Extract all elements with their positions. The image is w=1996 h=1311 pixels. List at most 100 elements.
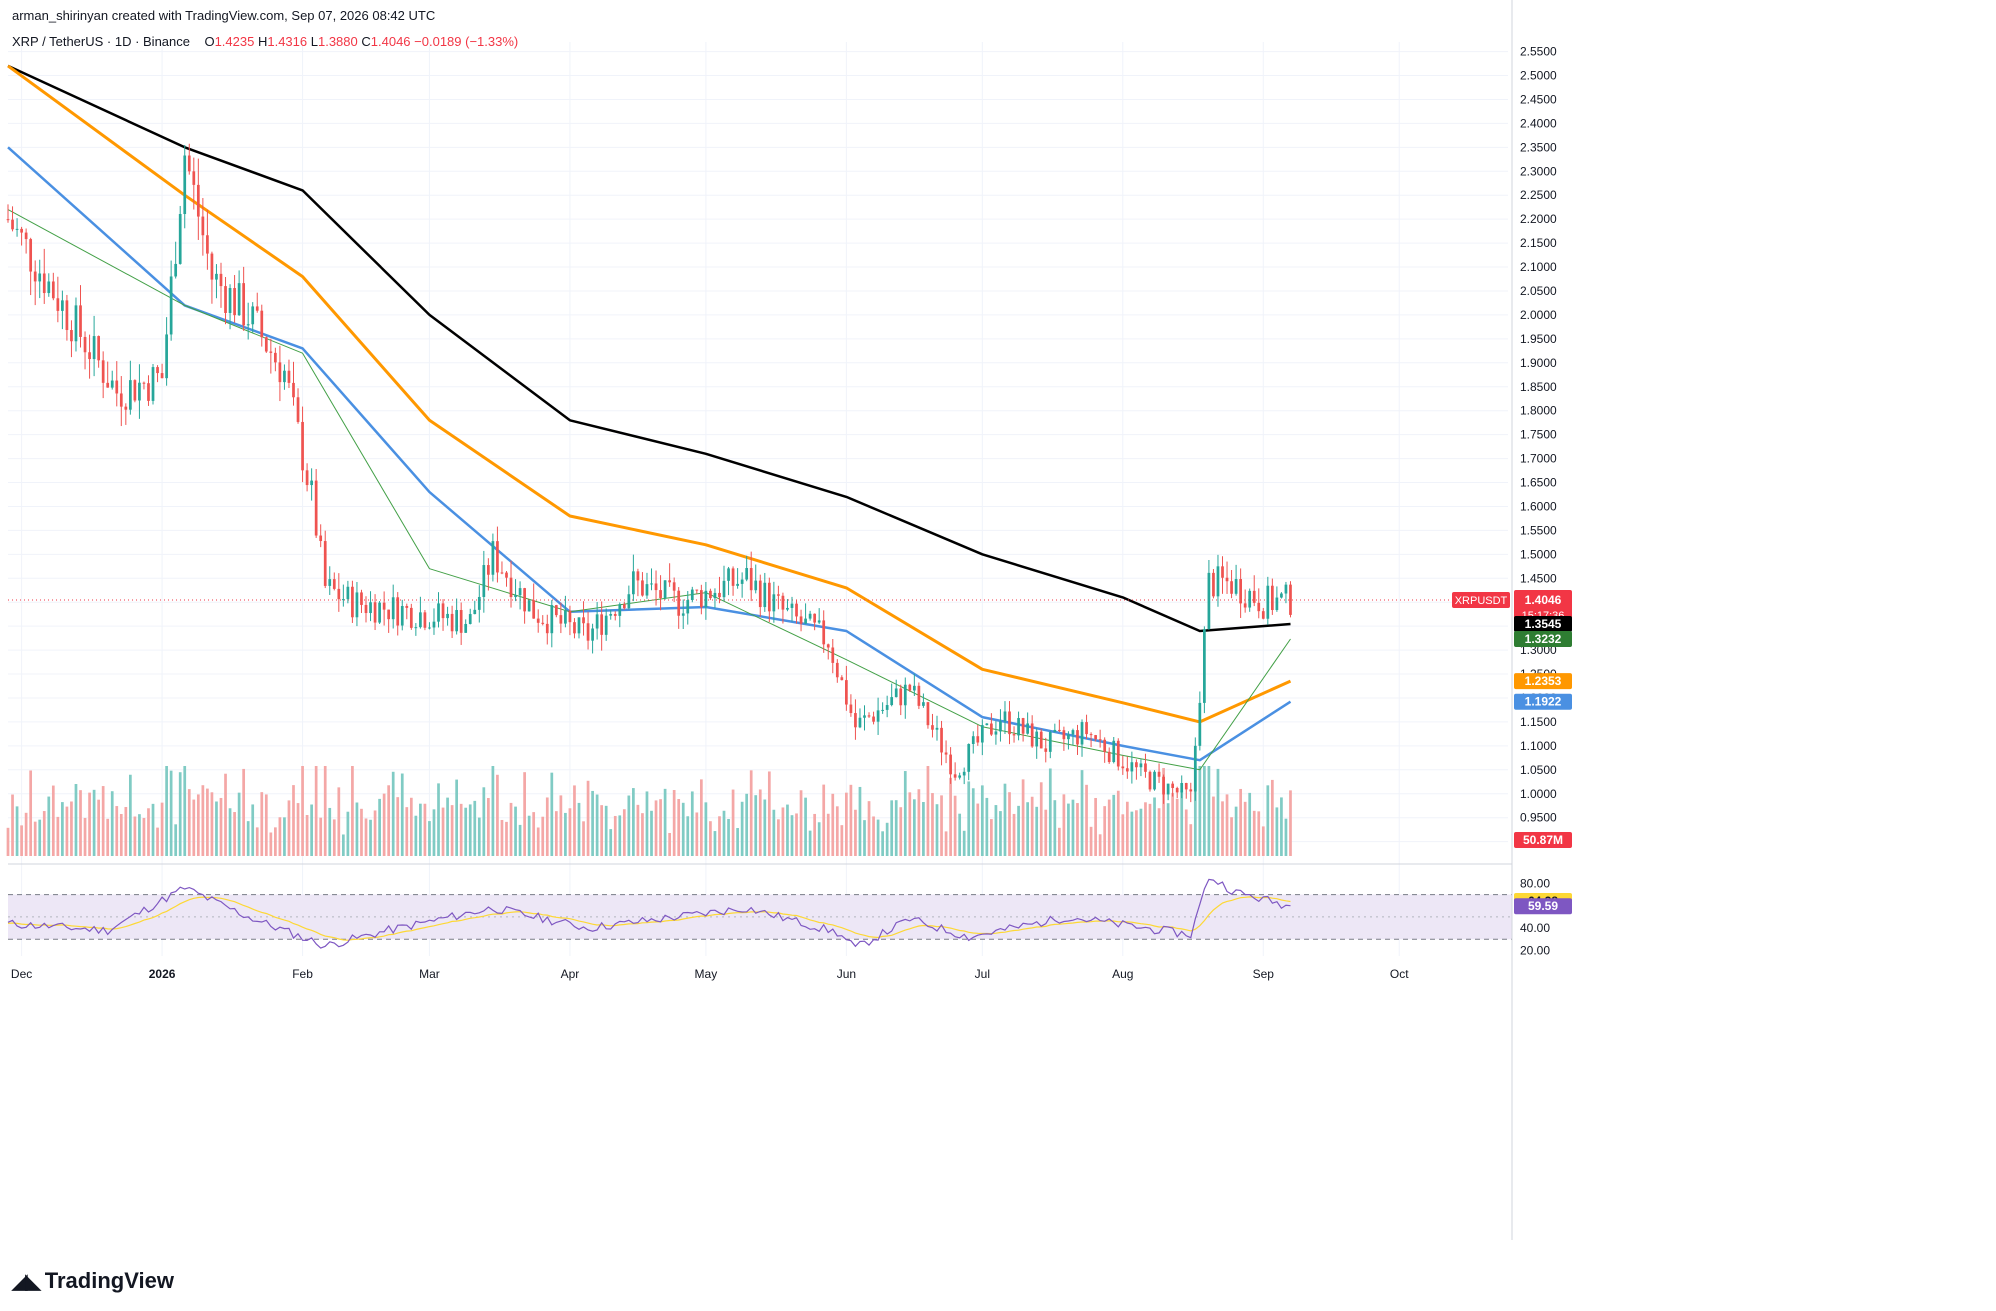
symbol-legend[interactable]: XRP / TetherUS · 1D · Binance O1.4235 H1… <box>12 34 518 49</box>
high-value: 1.4316 <box>267 34 308 49</box>
volume-bar <box>437 783 440 856</box>
volume-bar <box>514 806 517 856</box>
volume-bar <box>935 804 939 856</box>
volume-bar <box>881 831 884 856</box>
volume-bar <box>215 801 218 856</box>
candle-body <box>305 470 309 486</box>
candle-body <box>228 288 232 313</box>
candle-body <box>65 300 69 331</box>
price-tick-label: 1.1000 <box>1520 739 1557 753</box>
candle-body <box>473 609 477 615</box>
volume-bar <box>958 813 962 856</box>
candle-body <box>83 336 87 353</box>
volume-bar <box>414 815 418 856</box>
price-tick-label: 2.4500 <box>1520 92 1557 106</box>
volume-bar <box>251 804 255 856</box>
candle-body <box>985 723 989 726</box>
volume-bar <box>382 793 386 856</box>
volume-bar <box>808 830 812 856</box>
volume-bar <box>24 812 28 856</box>
candle-body <box>740 579 744 584</box>
rsi-band <box>8 894 1512 940</box>
volume-bar <box>1252 810 1256 856</box>
candle-body <box>1216 566 1220 597</box>
volume-bar <box>568 808 572 856</box>
tradingview-logo[interactable]: ◢◣ TradingView <box>12 1268 174 1294</box>
candle-body <box>573 622 576 634</box>
volume-bar <box>459 803 463 856</box>
candle-body <box>527 600 531 612</box>
candle-body <box>672 582 676 591</box>
candle-body <box>255 306 259 311</box>
candle-body <box>713 592 717 599</box>
volume-bar <box>160 802 164 856</box>
candle-body <box>632 571 635 595</box>
candle-body <box>577 617 581 634</box>
candle-body <box>92 336 96 360</box>
candle-body <box>1030 723 1034 747</box>
volume-bar <box>219 797 223 856</box>
volume-bar <box>536 827 540 856</box>
volume-bar <box>274 827 277 856</box>
candle-body <box>962 771 966 776</box>
volume-bar <box>242 768 246 856</box>
candle-body <box>1098 739 1102 741</box>
candle-body <box>808 613 812 619</box>
volume-bar <box>1171 792 1175 856</box>
candle-body <box>1021 718 1025 734</box>
candle-body <box>20 228 23 233</box>
candle-body <box>328 579 332 586</box>
candle-body <box>763 582 767 608</box>
candle-body <box>1003 711 1007 722</box>
low-label: L <box>310 34 318 49</box>
candle-body <box>976 736 980 743</box>
candle-body <box>758 580 762 608</box>
candle-body <box>432 621 436 628</box>
candle-body <box>894 688 898 698</box>
candle-body <box>736 583 739 586</box>
price-tick-label: 1.7000 <box>1520 452 1557 466</box>
volume-bar <box>128 774 132 856</box>
candle-body <box>387 609 391 620</box>
volume-bar <box>980 785 984 856</box>
candle-body <box>264 337 268 352</box>
candle-body <box>872 716 875 722</box>
candle-body <box>332 579 336 589</box>
candle-body <box>1153 771 1156 790</box>
volume-bar <box>944 831 948 856</box>
candle-body <box>944 752 948 755</box>
candle-body <box>767 582 771 612</box>
candle-body <box>604 615 608 635</box>
price-tick-label: 2.0000 <box>1520 308 1557 322</box>
candle-body <box>586 623 590 641</box>
candle-body <box>378 602 381 623</box>
candle-body <box>423 612 427 628</box>
volume-bar <box>1189 824 1193 856</box>
volume-bar <box>1053 800 1057 856</box>
volume-bar <box>686 816 690 856</box>
volume-bar <box>441 807 445 856</box>
volume-bar <box>233 812 236 856</box>
candle-body <box>613 614 617 616</box>
candle-body <box>296 397 300 422</box>
candle-body <box>912 685 916 691</box>
volume-bar <box>42 811 46 856</box>
candle-body <box>355 592 359 618</box>
candle-body <box>690 589 694 600</box>
volume-bar <box>278 817 282 856</box>
volume-bar <box>577 802 581 856</box>
candle-body <box>1130 762 1134 772</box>
volume-bar <box>518 824 522 856</box>
volume-bar <box>1089 826 1093 856</box>
candle-body <box>1221 566 1224 578</box>
volume-bar <box>604 805 608 856</box>
volume-bar <box>305 815 309 856</box>
volume-bar <box>1058 827 1061 856</box>
volume-bar <box>613 815 617 856</box>
volume-bar <box>840 825 844 856</box>
volume-bar <box>990 819 993 856</box>
volume-bar <box>704 802 708 856</box>
candle-body <box>1017 718 1020 736</box>
candle-body <box>777 594 780 596</box>
volume-bar <box>378 798 381 856</box>
